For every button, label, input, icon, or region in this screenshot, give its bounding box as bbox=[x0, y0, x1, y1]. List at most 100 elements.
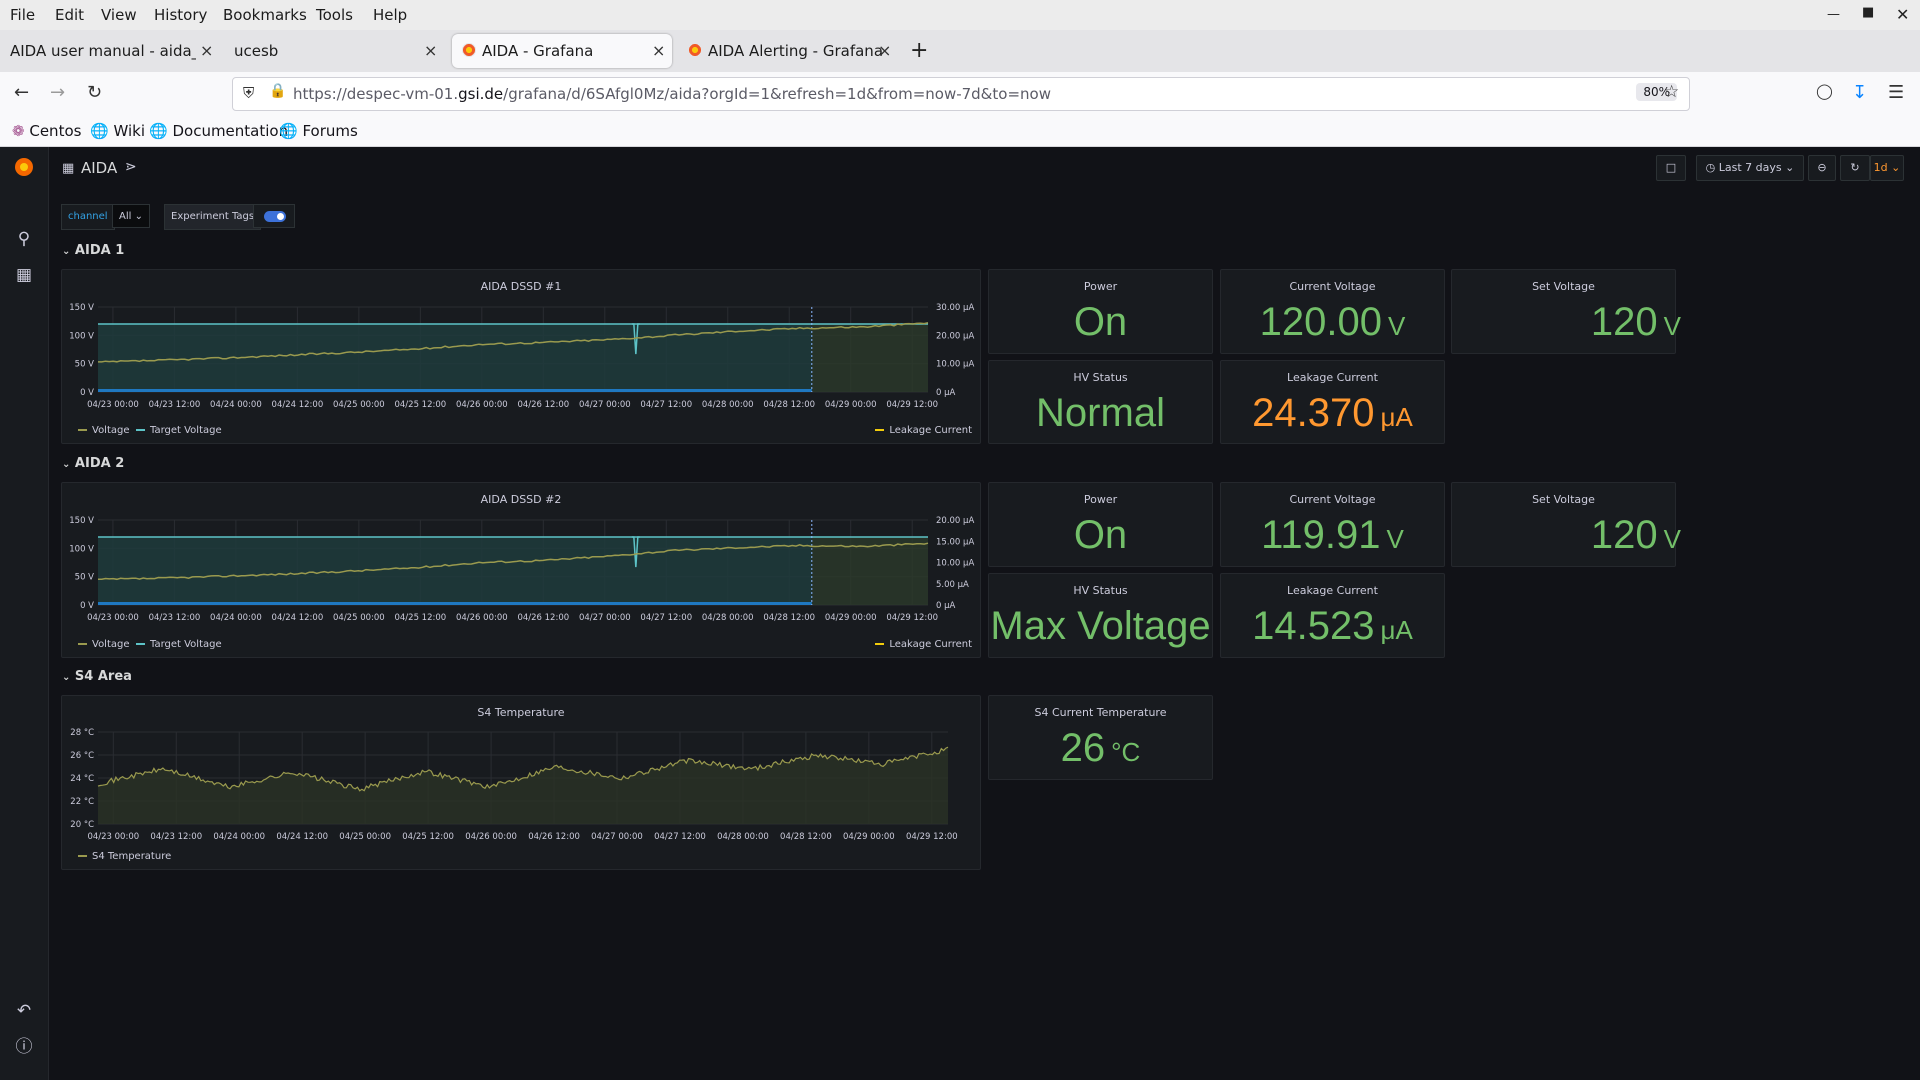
forward-icon[interactable]: → bbox=[50, 82, 66, 103]
x-tick-label: 04/26 12:00 bbox=[517, 400, 569, 410]
close-tab-icon[interactable]: × bbox=[652, 41, 666, 60]
shield-icon[interactable]: ⛨ bbox=[243, 84, 255, 102]
y2-tick-label: 20.00 μA bbox=[936, 331, 974, 341]
app-menu-icon[interactable]: ☰ bbox=[1888, 82, 1905, 103]
downloads-icon[interactable]: ↧ bbox=[1852, 82, 1868, 103]
x-tick-label: 04/27 00:00 bbox=[579, 400, 631, 410]
maximize-icon[interactable]: ■ bbox=[1862, 5, 1875, 20]
zoom-level[interactable]: 80% bbox=[1636, 83, 1677, 101]
legend-leakage-current[interactable]: Leakage Current bbox=[875, 425, 972, 436]
tab-aida-manual[interactable]: AIDA user manual - aida_man × bbox=[0, 34, 218, 68]
stat-current-voltage-1[interactable]: Current Voltage 120.00 V bbox=[1220, 269, 1445, 354]
monitor-icon: □ bbox=[1665, 161, 1677, 174]
legend-s4-temperature[interactable]: S4 Temperature bbox=[78, 851, 171, 862]
panel-title[interactable]: AIDA DSSD #1 bbox=[480, 280, 562, 293]
stat-title: HV Status bbox=[1073, 584, 1128, 597]
legend-target-voltage[interactable]: Target Voltage bbox=[136, 425, 222, 436]
row-aida1[interactable]: ⌄ AIDA 1 bbox=[62, 243, 124, 258]
x-tick-label: 04/27 00:00 bbox=[591, 832, 643, 842]
stat-power-2[interactable]: Power On bbox=[988, 482, 1213, 567]
zoom-out-button[interactable]: ⊖ bbox=[1808, 155, 1836, 181]
grafana-favicon-icon bbox=[688, 43, 702, 57]
bookmark-documentation[interactable]: 🌐 Documentation bbox=[149, 122, 288, 140]
new-tab-icon[interactable]: + bbox=[910, 38, 929, 63]
channel-select[interactable]: All ⌄ bbox=[112, 204, 150, 228]
x-tick-label: 04/29 00:00 bbox=[825, 613, 877, 623]
url-text[interactable]: https://despec-vm-01.gsi.de/grafana/d/6S… bbox=[293, 85, 1051, 103]
close-tab-icon[interactable]: × bbox=[424, 41, 438, 60]
stat-set-voltage-2[interactable]: Set Voltage 120 V bbox=[1451, 482, 1681, 567]
graph-s4-temperature[interactable]: 28 °C 26 °C 24 °C 22 °C 20 °C 04/23 00:00 04/2… bbox=[62, 696, 980, 869]
refresh-interval-picker[interactable]: 1d ⌄ bbox=[1870, 155, 1904, 181]
reload-icon[interactable]: ↻ bbox=[87, 82, 103, 103]
menu-tools[interactable]: Tools bbox=[316, 6, 353, 24]
address-bar[interactable]: ⛨ 🔒 https://despec-vm-01.gsi.de/grafana/… bbox=[232, 77, 1690, 111]
legend-leakage-current[interactable]: Leakage Current bbox=[875, 639, 972, 650]
stat-value: 120 V bbox=[1452, 513, 1681, 558]
legend-label: Leakage Current bbox=[889, 425, 972, 436]
stat-leakage-current-2[interactable]: Leakage Current 14.523 μA bbox=[1220, 573, 1445, 658]
stat-leakage-current-1[interactable]: Leakage Current 24.370 μA bbox=[1220, 360, 1445, 444]
x-tick-label: 04/23 00:00 bbox=[87, 400, 139, 410]
search-icon[interactable]: ⚲ bbox=[17, 229, 31, 249]
x-tick-label: 04/23 12:00 bbox=[149, 400, 201, 410]
centos-icon: ❁ bbox=[12, 122, 25, 140]
refresh-button[interactable]: ↻ bbox=[1840, 155, 1870, 181]
bookmark-forums[interactable]: 🌐 Forums bbox=[279, 122, 358, 140]
tv-mode-button[interactable]: □ bbox=[1656, 155, 1686, 181]
tab-aida-alerting[interactable]: AIDA Alerting - Grafana × bbox=[678, 34, 896, 68]
grafana-logo-icon[interactable] bbox=[12, 155, 36, 179]
legend-swatch bbox=[136, 429, 145, 431]
close-tab-icon[interactable]: × bbox=[200, 41, 214, 60]
stat-current-voltage-2[interactable]: Current Voltage 119.91 V bbox=[1220, 482, 1445, 567]
value-number: 120 bbox=[1590, 513, 1658, 557]
leakage-current-line bbox=[98, 321, 929, 363]
close-window-icon[interactable]: ✕ bbox=[1896, 5, 1910, 24]
stat-set-voltage-1[interactable]: Set Voltage 120 V bbox=[1451, 269, 1681, 354]
bookmark-star-icon[interactable]: ☆ bbox=[1664, 82, 1680, 102]
menu-history[interactable]: History bbox=[154, 6, 208, 24]
lock-icon[interactable]: 🔒 bbox=[269, 83, 287, 99]
bookmark-centos[interactable]: ❁ Centos bbox=[12, 122, 81, 140]
legend-swatch bbox=[875, 643, 885, 645]
back-icon[interactable]: ← bbox=[14, 82, 30, 103]
legend-voltage[interactable]: Voltage bbox=[78, 425, 130, 436]
menu-edit[interactable]: Edit bbox=[55, 6, 85, 24]
experiment-tags-toggle[interactable] bbox=[253, 204, 295, 228]
tab-aida-grafana[interactable]: AIDA - Grafana × bbox=[452, 34, 672, 68]
graph-aida-dssd-1[interactable]: 150 V 100 V 50 V 0 V 30.00 μA 20.00 μA 10.00 μ… bbox=[62, 270, 980, 443]
time-picker-button[interactable]: ◷ Last 7 days ⌄ bbox=[1696, 155, 1804, 181]
sign-out-icon[interactable]: ↶ bbox=[16, 1001, 32, 1021]
legend-voltage[interactable]: Voltage bbox=[78, 639, 130, 650]
minimize-icon[interactable]: — bbox=[1827, 7, 1840, 22]
dashboard-title[interactable]: AIDA bbox=[81, 159, 118, 177]
bookmark-label: Wiki bbox=[113, 122, 145, 140]
pocket-icon[interactable]: ◯ bbox=[1816, 82, 1833, 100]
menu-bookmarks[interactable]: Bookmarks bbox=[223, 6, 307, 24]
bookmark-wiki[interactable]: 🌐 Wiki bbox=[90, 122, 145, 140]
panel-title[interactable]: AIDA DSSD #2 bbox=[480, 493, 562, 506]
menu-file[interactable]: File bbox=[10, 6, 36, 24]
stat-power-1[interactable]: Power On bbox=[988, 269, 1213, 354]
graph-aida-dssd-2[interactable]: 150 V 100 V 50 V 0 V 20.00 μA 15.00 μA 10.00 μ… bbox=[62, 483, 980, 657]
bookmark-label: Documentation bbox=[172, 122, 289, 140]
stat-s4-current-temperature[interactable]: S4 Current Temperature 26 °C bbox=[988, 695, 1213, 780]
voltage-bar bbox=[98, 602, 812, 605]
x-tick-label: 04/29 00:00 bbox=[825, 400, 877, 410]
legend-target-voltage[interactable]: Target Voltage bbox=[136, 639, 222, 650]
stat-hv-status-1[interactable]: HV Status Normal bbox=[988, 360, 1213, 444]
close-tab-icon[interactable]: × bbox=[878, 41, 892, 60]
y-tick-label: 150 V bbox=[69, 303, 94, 313]
help-icon[interactable]: ⓘ bbox=[15, 1037, 33, 1057]
dashboards-icon[interactable]: ▦ bbox=[15, 265, 33, 285]
panel-title[interactable]: S4 Temperature bbox=[477, 706, 565, 719]
tab-ucesb[interactable]: ucesb × bbox=[224, 34, 442, 68]
row-aida2[interactable]: ⌄ AIDA 2 bbox=[62, 456, 124, 471]
x-tick-label: 04/25 00:00 bbox=[333, 613, 385, 623]
stat-title: Current Voltage bbox=[1289, 280, 1376, 293]
row-s4-area[interactable]: ⌄ S4 Area bbox=[62, 669, 132, 684]
menu-help[interactable]: Help bbox=[373, 6, 408, 24]
menu-view[interactable]: View bbox=[101, 6, 137, 24]
share-icon[interactable]: ⋗ bbox=[125, 159, 137, 175]
stat-hv-status-2[interactable]: HV Status Max Voltage bbox=[988, 573, 1213, 658]
